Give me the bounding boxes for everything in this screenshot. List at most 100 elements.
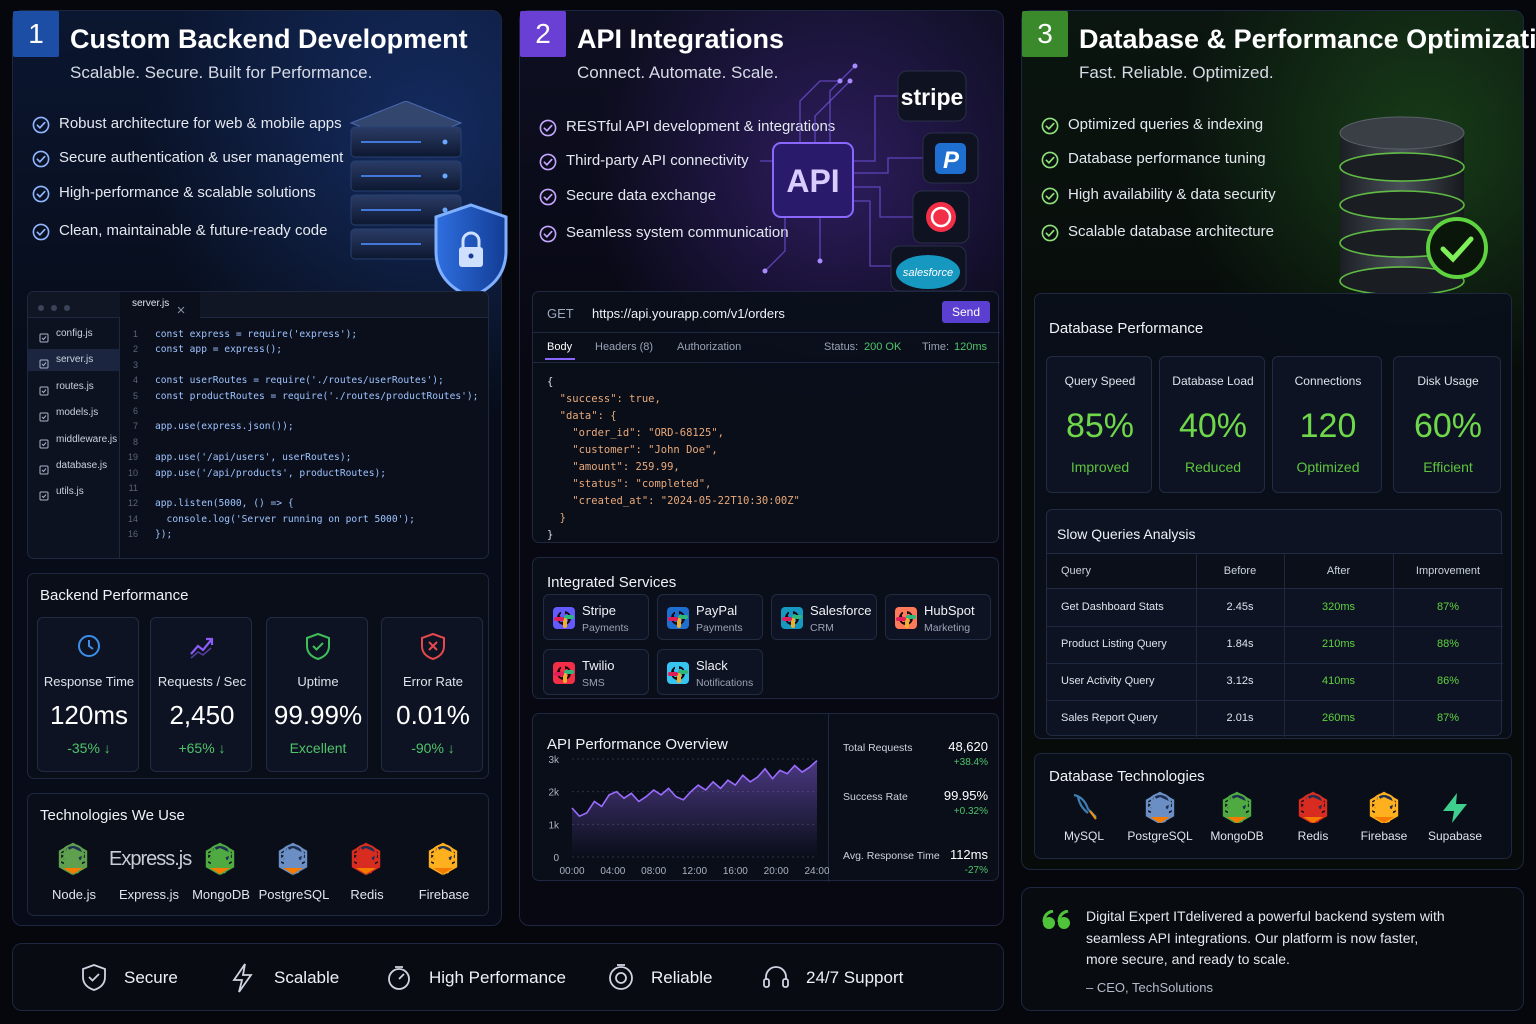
metric-note: -35% ↓ (67, 740, 111, 756)
icon-shape (32, 150, 50, 168)
metric-card: Disk Usage 60% Efficient (1393, 356, 1501, 493)
response-tab[interactable]: Body (547, 341, 573, 353)
icon-graphic: ,,,,, (351, 842, 381, 876)
line-number: 14 (127, 513, 138, 524)
tech-name: MongoDB (1210, 829, 1264, 843)
service-type: CRM (810, 622, 834, 634)
icon-graphic: ,,,,, (1369, 791, 1399, 825)
icon-shape (782, 617, 792, 621)
panel: 2 API Integrations Connect. Automate. Scal… (519, 10, 1004, 926)
x-tick-label: 16:00 (723, 866, 748, 877)
feature: RESTful API development & integrations (566, 118, 836, 135)
icon-shape (1058, 917, 1070, 929)
stat-change: -27% (964, 865, 988, 876)
table-cell: 210ms (1321, 638, 1356, 650)
table-cell: 87% (1436, 712, 1460, 724)
metric-icon (419, 632, 447, 661)
db-perf-box: Database Performance Query Speed 85% Improv… (1034, 293, 1512, 739)
x-tick-label: 20:00 (764, 866, 789, 877)
icon-shape (763, 978, 770, 988)
icon-shape (906, 615, 916, 619)
chart-title: API Performance Overview (547, 736, 728, 753)
check-icon (32, 223, 50, 241)
service-icon: ,,,,, (666, 606, 690, 630)
stat-value: 48,620 (948, 739, 988, 754)
icon-graphic (39, 386, 49, 396)
icon-shape (1045, 156, 1055, 165)
icon-shape (792, 615, 802, 619)
icon-shape (1045, 229, 1055, 238)
panel-title: Custom Backend Development (70, 24, 468, 54)
code-editor: server.js config.js server.js routes.js mode… (27, 291, 489, 559)
json-line: "created_at": "2024-05-22T10:30:00Z" (547, 495, 800, 507)
file-name[interactable]: middleware.js (56, 433, 118, 445)
request-box: GET https://api.yourapp.com/v1/orders Send… (532, 291, 1000, 543)
file-name[interactable]: utils.js (56, 486, 84, 498)
icon-shape (609, 966, 633, 990)
icon-graphic (306, 632, 330, 661)
icon-graphic: ,,,,, (1145, 791, 1175, 825)
check-icon (1041, 117, 1059, 135)
x-tick-label: 08:00 (641, 866, 666, 877)
check-icon (539, 188, 557, 206)
x-tick-label: 12:00 (682, 866, 707, 877)
icon-shape (206, 637, 214, 645)
icon-shape (1340, 191, 1464, 219)
icon-shape (678, 670, 688, 674)
logo-tile (897, 70, 967, 122)
icon-shape (39, 359, 49, 369)
table-header (1047, 553, 1503, 589)
feature-icon (385, 963, 413, 993)
icon-graphic: ,,,,, (1222, 791, 1252, 825)
testimonial: Digital Expert ITdelivered a powerful ba… (1021, 887, 1524, 1011)
file-name[interactable]: models.js (56, 407, 99, 419)
feature-bar: Secure Scalable High Performance Reliable 24… (12, 943, 1004, 1011)
icon-shape (1089, 810, 1097, 820)
y-tick-label: 2k (548, 788, 560, 799)
icon-graphic (1041, 224, 1059, 242)
icon-shape (1041, 187, 1059, 205)
icon-graphic: ,,,,, (553, 607, 575, 629)
code-line: app.use('/api/products', productRoutes); (155, 467, 387, 479)
file-name[interactable]: config.js (56, 328, 93, 339)
icon-graphic (763, 966, 789, 988)
icon-shape (903, 608, 907, 618)
line-number: 11 (128, 483, 138, 493)
file-name[interactable]: database.js (56, 460, 108, 471)
check-icon (1041, 224, 1059, 242)
stat-label: Total Requests (843, 742, 913, 754)
metric-card: Response Time 120ms -35% ↓ (37, 617, 139, 772)
feature-icon (607, 963, 635, 993)
icon-shape (564, 670, 574, 674)
code-line: const express = require('express'); (155, 329, 358, 340)
file-name[interactable]: routes.js (56, 380, 94, 392)
line-number: 16 (127, 529, 138, 540)
metric-note: Excellent (289, 740, 347, 756)
icon-shape (210, 846, 230, 874)
metric-label: Database Load (1172, 374, 1254, 388)
feature: Robust architecture for web & mobile app… (59, 115, 342, 132)
icon-graphic (1073, 793, 1097, 820)
file-name[interactable]: server.js (56, 354, 94, 366)
icon-graphic (1041, 151, 1059, 169)
response-tab[interactable]: Headers (8) (595, 341, 654, 353)
code-line: console.log('Server running on port 5000… (155, 513, 415, 525)
feature-label: Scalable (274, 968, 340, 987)
api-box (772, 142, 854, 218)
code-line: const app = express(); (155, 344, 283, 356)
table-cell: Sales Report Query (1061, 712, 1158, 724)
window-dots (36, 300, 76, 311)
editor-tab: server.js (132, 298, 170, 309)
icon-graphic (539, 119, 557, 137)
icon-shape (1340, 153, 1464, 181)
icon-shape (442, 139, 448, 145)
quote-line: seamless API integrations. Our platform … (1086, 929, 1419, 946)
metric-value: 0.01% (396, 700, 470, 730)
stat-change: +0.32% (953, 806, 988, 817)
icon-shape (39, 491, 49, 501)
http-method: GET (547, 306, 574, 321)
response-tab[interactable]: Authorization (677, 341, 742, 353)
send-button[interactable]: Send (942, 301, 990, 323)
service-card: ,,,,, Slack Notifications (657, 649, 763, 695)
json-line: "status": "completed", (547, 478, 712, 490)
